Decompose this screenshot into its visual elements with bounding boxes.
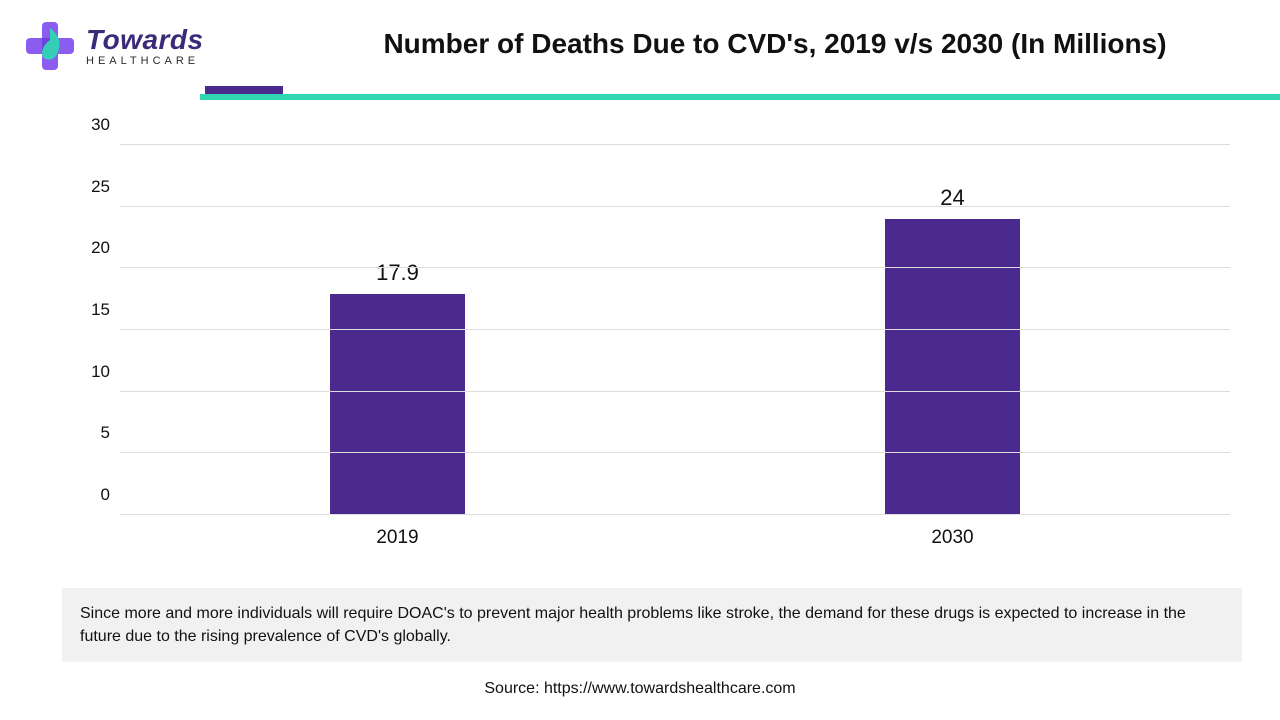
- gridline: [120, 514, 1230, 515]
- y-tick-label: 25: [70, 177, 110, 197]
- source-line: Source: https://www.towardshealthcare.co…: [0, 680, 1280, 698]
- logo-text: Towards HEALTHCARE: [86, 26, 204, 67]
- caption-box: Since more and more individuals will req…: [62, 588, 1242, 662]
- page: Towards HEALTHCARE Number of Deaths Due …: [0, 0, 1280, 720]
- bar-chart: 17.92019242030 051015202530: [60, 125, 1240, 555]
- bar-group: 242030: [731, 145, 1175, 515]
- logo-subbrand: HEALTHCARE: [86, 56, 204, 67]
- plot-area: 17.92019242030 051015202530: [120, 145, 1230, 515]
- gridline: [120, 206, 1230, 207]
- y-tick-label: 20: [70, 238, 110, 258]
- bars-container: 17.92019 242030: [120, 145, 1230, 515]
- y-tick-label: 0: [70, 485, 110, 505]
- bar-value-label: 17.9: [376, 260, 419, 286]
- gridline: [120, 267, 1230, 268]
- bar: [330, 294, 465, 515]
- gridline: [120, 452, 1230, 453]
- gridline: [120, 144, 1230, 145]
- bar: [885, 219, 1020, 515]
- logo-mark: [22, 18, 78, 74]
- gridline: [120, 329, 1230, 330]
- x-category-label: 2019: [376, 527, 418, 549]
- y-tick-label: 15: [70, 300, 110, 320]
- y-tick-label: 30: [70, 115, 110, 135]
- chart-title: Number of Deaths Due to CVD's, 2019 v/s …: [300, 28, 1250, 60]
- y-tick-label: 5: [70, 423, 110, 443]
- x-category-label: 2030: [931, 527, 973, 549]
- logo-brand-name: Towards: [86, 26, 204, 54]
- y-tick-label: 10: [70, 362, 110, 382]
- cross-icon: [26, 22, 74, 70]
- brand-logo: Towards HEALTHCARE: [22, 18, 204, 74]
- gridline: [120, 391, 1230, 392]
- bar-value-label: 24: [940, 185, 964, 211]
- accent-bar: [200, 94, 1280, 100]
- bar-group: 17.92019: [176, 145, 620, 515]
